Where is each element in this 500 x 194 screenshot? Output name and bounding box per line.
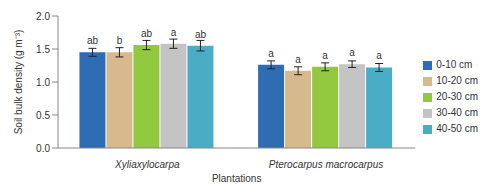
svg-text:0.5: 0.5 [36, 110, 50, 121]
svg-text:1.5: 1.5 [36, 44, 50, 55]
svg-text:Soil bulk density (g m⁻³): Soil bulk density (g m⁻³) [13, 30, 24, 135]
svg-text:a: a [322, 50, 328, 61]
html-text:10-20 cm: 10-20 cm [436, 75, 478, 86]
svg-text:ab: ab [195, 29, 207, 40]
svg-text:a: a [171, 27, 177, 38]
svg-text:Pterocarpus macrocarpus: Pterocarpus macrocarpus [269, 159, 384, 170]
svg-text:a: a [295, 54, 301, 65]
svg-text:0.0: 0.0 [36, 143, 50, 154]
svg-text:Plantations: Plantations [212, 173, 261, 184]
svg-text:a: a [268, 48, 274, 59]
svg-text:ab: ab [87, 35, 99, 46]
svg-text:a: a [349, 47, 355, 58]
svg-text:ab: ab [141, 28, 153, 39]
svg-text:Xyliaxylocarpa: Xyliaxylocarpa [114, 159, 180, 170]
svg-text:a: a [376, 50, 382, 61]
html-text:0-10 cm: 0-10 cm [436, 59, 473, 70]
html-text:20-30 cm: 20-30 cm [436, 91, 478, 102]
svg-text:2.0: 2.0 [36, 11, 50, 22]
svg-text:1.0: 1.0 [36, 77, 50, 88]
svg-text:b: b [117, 35, 123, 46]
html-text:30-40 cm: 30-40 cm [436, 107, 478, 118]
html-text:40-50 cm: 40-50 cm [436, 123, 478, 134]
